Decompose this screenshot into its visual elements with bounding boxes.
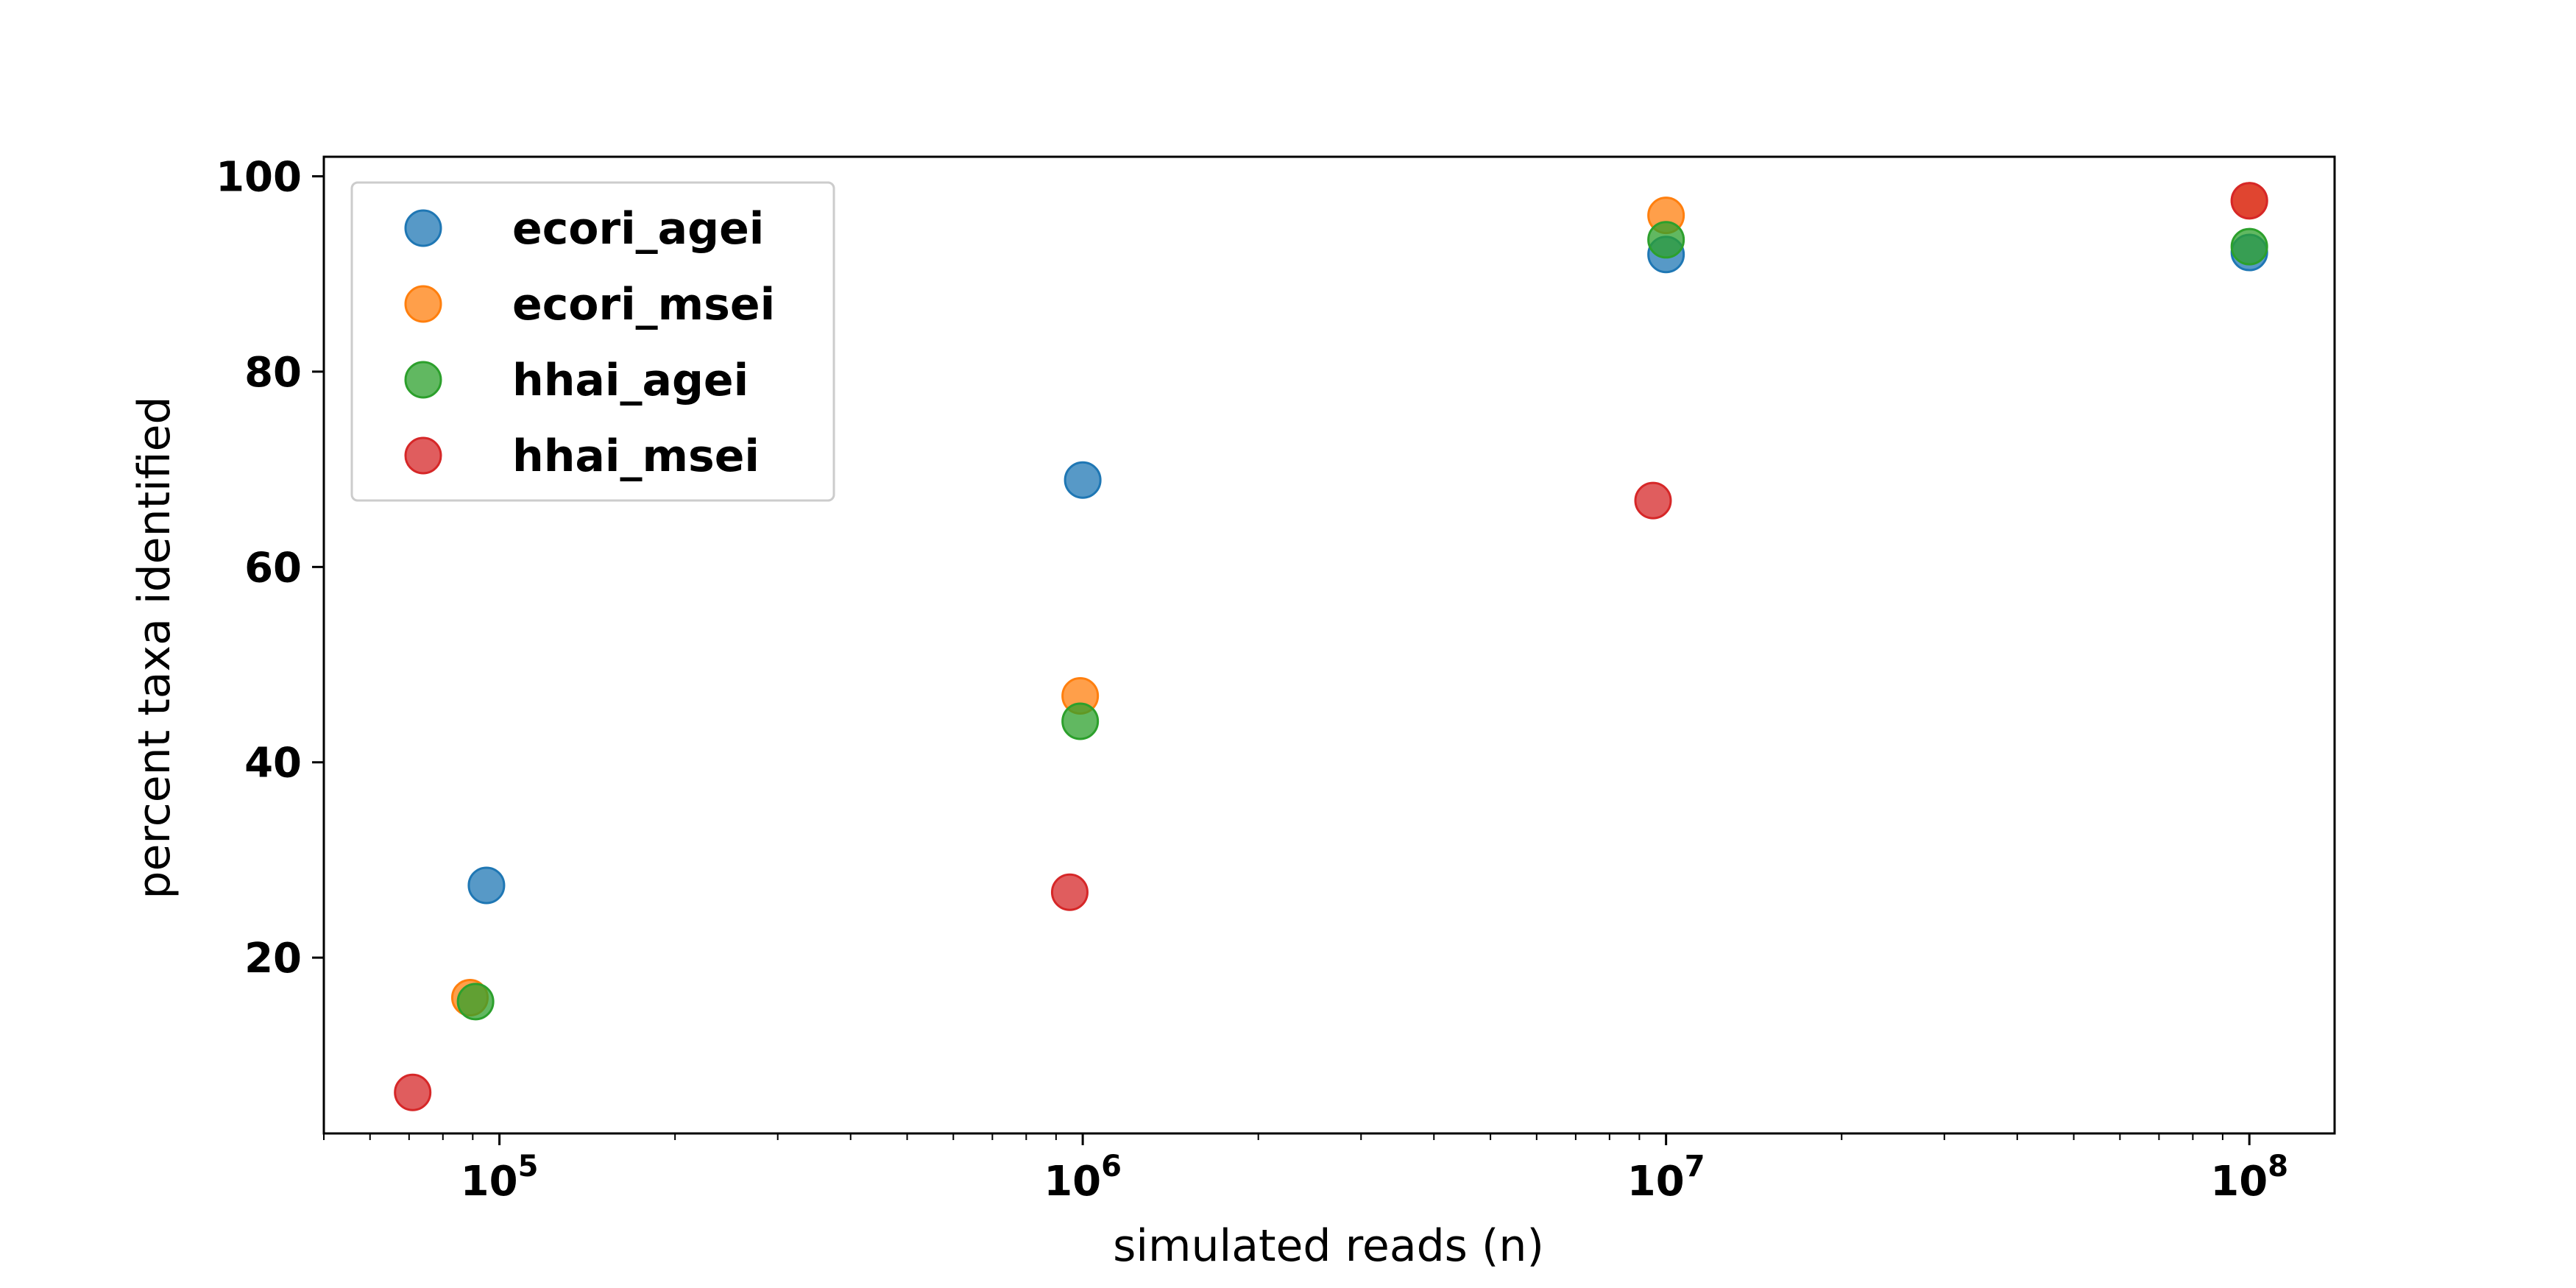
x-axis-label: simulated reads (n) — [1113, 1220, 1544, 1272]
data-point-hhai_agei-0 — [456, 983, 495, 1021]
data-point-hhai_agei-2 — [1647, 221, 1685, 259]
x-tick-label-1: 106 — [1044, 1150, 1122, 1206]
y-tick-label-0: 20 — [244, 935, 302, 983]
legend-marker-ecori_agei — [404, 209, 442, 247]
legend-label-hhai_msei: hhai_msei — [512, 431, 760, 482]
axes-frame — [322, 155, 2336, 1135]
x-tick-label-3: 108 — [2210, 1150, 2288, 1206]
y-tick-label-2: 60 — [244, 544, 302, 592]
data-point-hhai_msei-2 — [1634, 481, 1672, 520]
axes: 105 106 107 108 20 40 60 80 100 — [216, 154, 2336, 1206]
legend-marker-hhai_agei — [404, 361, 442, 399]
legend-label-ecori_agei: ecori_agei — [512, 203, 764, 255]
y-tick-label-1: 40 — [244, 740, 302, 788]
data-point-ecori_agei-1 — [1064, 461, 1102, 499]
data-point-hhai_agei-3 — [2230, 227, 2268, 266]
data-point-ecori_agei-0 — [467, 866, 506, 905]
legend-label-hhai_agei: hhai_agei — [512, 355, 749, 406]
data-point-hhai_msei-3 — [2230, 182, 2268, 220]
data-point-hhai_agei-1 — [1061, 702, 1100, 740]
legend-marker-ecori_msei — [404, 285, 442, 323]
plot-area — [394, 182, 2268, 1111]
y-tick-label-3: 80 — [244, 349, 302, 397]
data-point-hhai_msei-0 — [394, 1073, 432, 1111]
legend-box — [350, 181, 835, 502]
x-tick-label-0: 105 — [461, 1150, 539, 1206]
x-tick-label-2: 107 — [1627, 1150, 1705, 1206]
y-axis-label: percent taxa identified — [129, 396, 180, 899]
y-tick-label-4: 100 — [216, 154, 302, 202]
legend-marker-hhai_msei — [404, 436, 442, 475]
legend-label-ecori_msei: ecori_msei — [512, 279, 775, 330]
legend: ecori_agei ecori_msei hhai_agei hhai_msei — [350, 181, 835, 502]
data-point-hhai_msei-1 — [1050, 873, 1089, 911]
